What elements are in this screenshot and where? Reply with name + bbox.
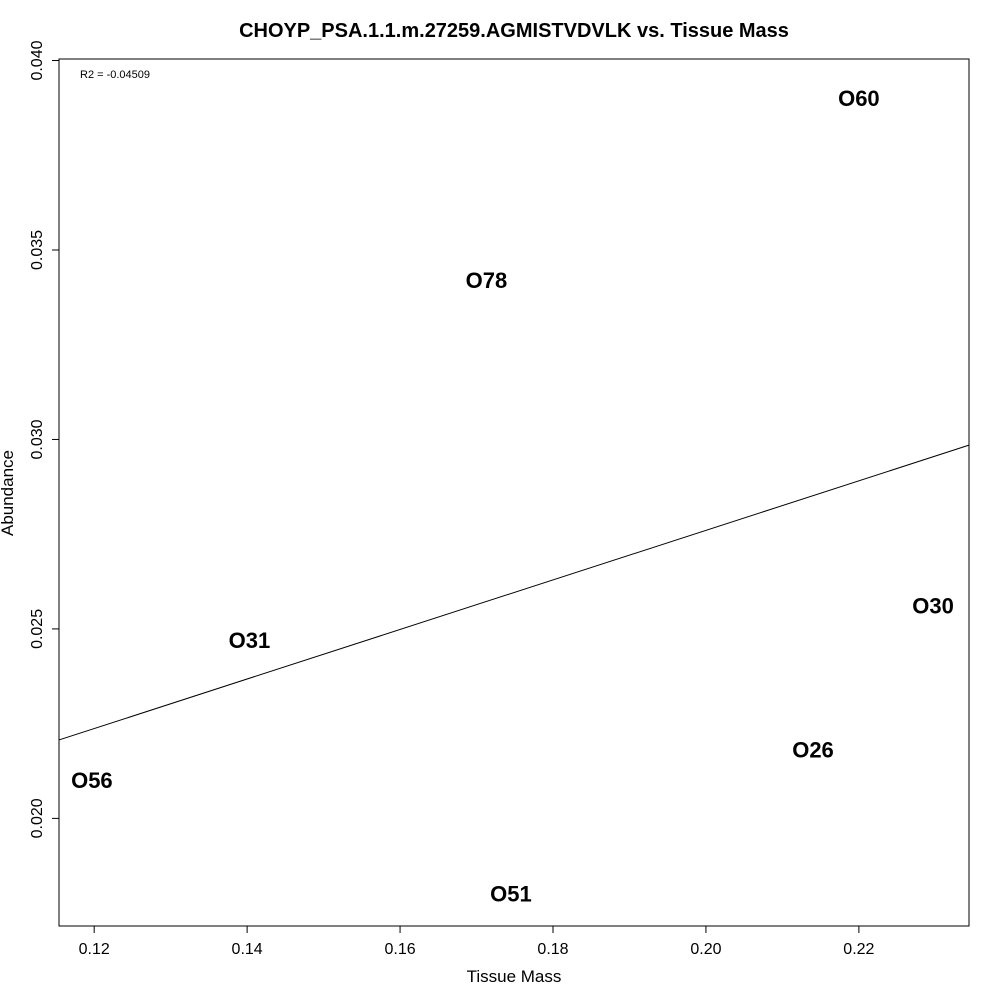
y-tick-label: 0.035 bbox=[29, 230, 46, 270]
plot-area-frame bbox=[58, 58, 970, 927]
point-labels: O60 O78 O30 O31 O26 O56 O51 bbox=[71, 86, 954, 907]
r2-annotation: R2 = -0.04509 bbox=[80, 69, 150, 81]
y-axis: 0.020 0.025 0.030 0.035 0.040 bbox=[29, 40, 60, 838]
data-point-o60: O60 bbox=[838, 86, 880, 111]
y-tick-label: 0.030 bbox=[29, 419, 46, 459]
data-point-o56: O56 bbox=[71, 768, 113, 793]
x-tick-label: 0.22 bbox=[843, 941, 874, 958]
x-axis-label: Tissue Mass bbox=[467, 967, 562, 986]
data-point-o30: O30 bbox=[912, 594, 954, 619]
data-point-o31: O31 bbox=[229, 628, 271, 653]
x-tick-label: 0.18 bbox=[537, 941, 568, 958]
x-tick-label: 0.16 bbox=[384, 941, 415, 958]
regression-line bbox=[58, 444, 970, 741]
y-tick-label: 0.025 bbox=[29, 609, 46, 649]
x-tick-label: 0.12 bbox=[79, 941, 110, 958]
x-tick-label: 0.20 bbox=[690, 941, 721, 958]
y-tick-label: 0.020 bbox=[29, 798, 46, 838]
chart-title: CHOYP_PSA.1.1.m.27259.AGMISTVDVLK vs. Ti… bbox=[239, 20, 789, 42]
data-point-o26: O26 bbox=[792, 738, 834, 763]
data-point-o51: O51 bbox=[490, 882, 532, 907]
x-tick-label: 0.14 bbox=[232, 941, 263, 958]
y-tick-label: 0.040 bbox=[29, 40, 46, 80]
x-axis: 0.12 0.14 0.16 0.18 0.20 0.22 bbox=[79, 925, 875, 958]
data-point-o78: O78 bbox=[466, 268, 508, 293]
y-axis-label: Abundance bbox=[0, 450, 17, 536]
